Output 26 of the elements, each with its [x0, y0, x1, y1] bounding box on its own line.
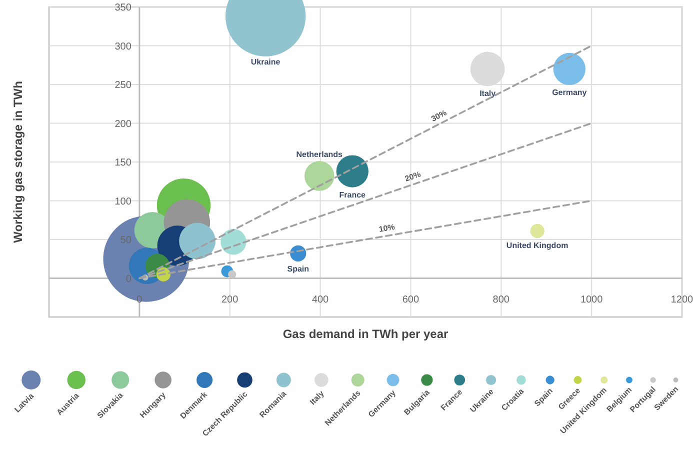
x-tick-label: 400: [312, 294, 330, 306]
y-tick-label: 0: [126, 274, 132, 285]
y-tick-label: 200: [114, 118, 132, 130]
x-tick-label: 1000: [580, 294, 604, 306]
annotation: Spain: [287, 264, 310, 274]
annotation: France: [339, 190, 366, 200]
text: 10%: [378, 222, 396, 234]
text: 20%: [404, 170, 422, 184]
x-tick-label: 200: [222, 294, 239, 306]
annotation: Italy: [480, 89, 496, 98]
annotation: Germany: [552, 88, 588, 98]
y-tick-label: 150: [114, 158, 132, 168]
y-tick-label: 100: [114, 196, 132, 208]
text: 30%: [430, 108, 448, 124]
y-tick-label: 350: [114, 2, 132, 14]
x-tick-label: 600: [402, 294, 420, 306]
x-tick-label: 800: [492, 294, 510, 306]
x-axis-title: Gas demand in TWh per year: [282, 327, 449, 341]
y-tick-label: 250: [114, 80, 132, 91]
annotation: Ukraine: [250, 58, 281, 67]
y-tick-label: 50: [120, 235, 132, 246]
annotation: United Kingdom: [506, 241, 568, 250]
annotation: Netherlands: [296, 150, 344, 160]
y-axis-title: Working gas storage in TWh: [11, 81, 25, 243]
x-tick-label: 1200: [670, 294, 693, 306]
y-tick-label: 300: [114, 41, 132, 52]
